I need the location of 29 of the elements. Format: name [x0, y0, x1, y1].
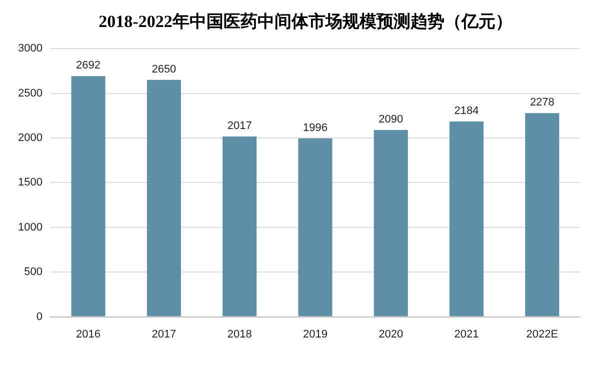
data-label: 1996 [302, 122, 328, 134]
y-tick-label: 0 [36, 310, 42, 323]
bar [450, 122, 484, 316]
bar [298, 138, 332, 316]
x-tick-label: 2021 [454, 328, 479, 340]
bar [222, 136, 257, 316]
bar [525, 113, 560, 316]
x-tick-label: 2022E [526, 328, 558, 340]
y-tick-label: 2500 [18, 87, 42, 100]
y-tick-label: 2000 [18, 132, 42, 144]
data-label: 2650 [152, 63, 176, 76]
bar [374, 130, 408, 316]
x-tick-label: 2018 [227, 328, 252, 340]
chart-title: 2018-2022年中国医药中间体市场规模预测趋势（亿元） [98, 11, 514, 33]
data-label: 2184 [454, 105, 479, 118]
y-tick-label: 1000 [18, 221, 42, 234]
x-tick-label: 2016 [76, 328, 101, 340]
data-label: 2090 [378, 113, 404, 126]
y-tick-label: 500 [24, 266, 42, 278]
bar [71, 76, 106, 316]
bar [146, 80, 181, 316]
data-label: 2278 [530, 96, 554, 109]
y-tick-label: 1500 [18, 176, 42, 189]
data-label: 2017 [227, 120, 252, 132]
data-label: 2692 [76, 60, 101, 72]
y-tick-label: 3000 [18, 42, 42, 55]
x-tick-label: 2017 [152, 328, 176, 340]
x-tick-label: 2019 [302, 328, 328, 340]
x-tick-label: 2020 [378, 328, 404, 340]
